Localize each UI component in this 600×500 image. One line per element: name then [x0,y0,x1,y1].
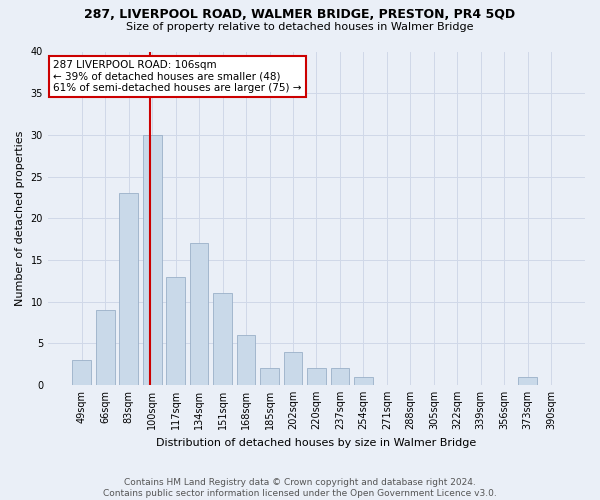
Bar [260,368,279,385]
Bar [96,310,115,385]
Bar [119,193,138,385]
Bar [73,360,91,385]
Text: Size of property relative to detached houses in Walmer Bridge: Size of property relative to detached ho… [126,22,474,32]
Bar [331,368,349,385]
Bar [284,352,302,385]
Bar [518,376,537,385]
Bar [354,376,373,385]
Bar [190,243,208,385]
Bar [213,293,232,385]
Bar [307,368,326,385]
Text: Contains HM Land Registry data © Crown copyright and database right 2024.
Contai: Contains HM Land Registry data © Crown c… [103,478,497,498]
Y-axis label: Number of detached properties: Number of detached properties [15,130,25,306]
Bar [143,135,161,385]
Bar [236,335,256,385]
Bar [166,276,185,385]
Text: 287, LIVERPOOL ROAD, WALMER BRIDGE, PRESTON, PR4 5QD: 287, LIVERPOOL ROAD, WALMER BRIDGE, PRES… [85,8,515,20]
Text: 287 LIVERPOOL ROAD: 106sqm
← 39% of detached houses are smaller (48)
61% of semi: 287 LIVERPOOL ROAD: 106sqm ← 39% of deta… [53,60,302,93]
X-axis label: Distribution of detached houses by size in Walmer Bridge: Distribution of detached houses by size … [157,438,476,448]
